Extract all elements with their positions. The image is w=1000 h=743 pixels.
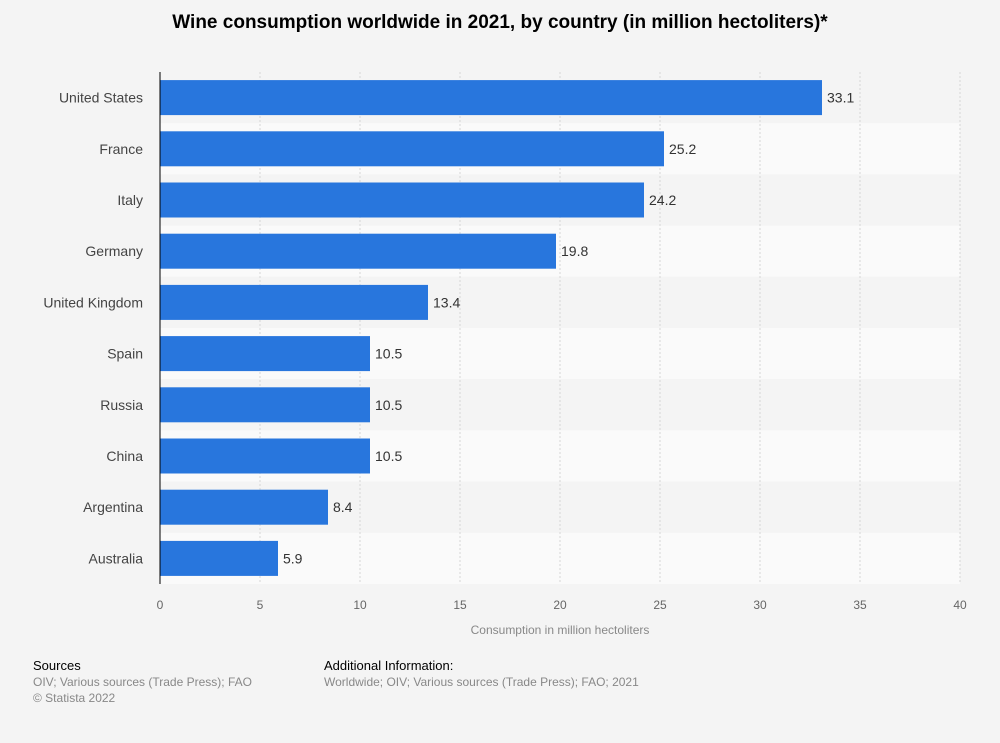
bar [160, 336, 370, 372]
category-label: Italy [117, 192, 143, 208]
sources-text: OIV; Various sources (Trade Press); FAO [33, 675, 252, 689]
bar [160, 438, 370, 474]
x-tick-label: 5 [257, 598, 264, 612]
x-axis-title: Consumption in million hectoliters [471, 623, 650, 637]
x-tick-label: 25 [653, 598, 667, 612]
additional-info-block: Additional Information: Worldwide; OIV; … [324, 658, 639, 690]
value-label: 5.9 [283, 550, 303, 566]
bar [160, 233, 556, 269]
x-tick-label: 35 [853, 598, 867, 612]
value-label: 24.2 [649, 192, 676, 208]
x-tick-label: 15 [453, 598, 467, 612]
additional-info-heading: Additional Information: [324, 658, 454, 673]
category-label: Russia [100, 397, 143, 413]
category-label: United Kingdom [43, 294, 143, 310]
value-label: 33.1 [827, 90, 854, 106]
category-label: Argentina [83, 499, 143, 515]
value-label: 8.4 [333, 499, 353, 515]
copyright-text: © Statista 2022 [33, 691, 116, 705]
value-label: 10.5 [375, 448, 402, 464]
value-label: 10.5 [375, 397, 402, 413]
x-tick-label: 40 [953, 598, 967, 612]
bar-chart: United States 33.1 France 25.2 Italy 24.2 Germ… [43, 72, 967, 637]
category-label: Spain [107, 346, 143, 362]
bar [160, 387, 370, 423]
category-label: China [106, 448, 143, 464]
bar [160, 80, 822, 116]
value-label: 19.8 [561, 243, 588, 259]
bar [160, 489, 328, 525]
bar [160, 540, 278, 576]
chart-title: Wine consumption worldwide in 2021, by c… [172, 12, 828, 33]
category-label: United States [59, 90, 143, 106]
category-label: Germany [85, 243, 143, 259]
x-tick-label: 30 [753, 598, 767, 612]
x-tick-label: 20 [553, 598, 567, 612]
x-tick-label: 0 [157, 598, 164, 612]
value-label: 25.2 [669, 141, 696, 157]
bar [160, 284, 428, 320]
sources-heading: Sources [33, 658, 81, 673]
bar [160, 131, 664, 167]
value-label: 13.4 [433, 294, 460, 310]
value-label: 10.5 [375, 346, 402, 362]
category-label: Australia [89, 550, 144, 566]
additional-info-text: Worldwide; OIV; Various sources (Trade P… [324, 675, 639, 689]
category-label: France [99, 141, 143, 157]
bar [160, 182, 644, 218]
sources-block: Sources OIV; Various sources (Trade Pres… [33, 658, 252, 706]
x-tick-label: 10 [353, 598, 367, 612]
